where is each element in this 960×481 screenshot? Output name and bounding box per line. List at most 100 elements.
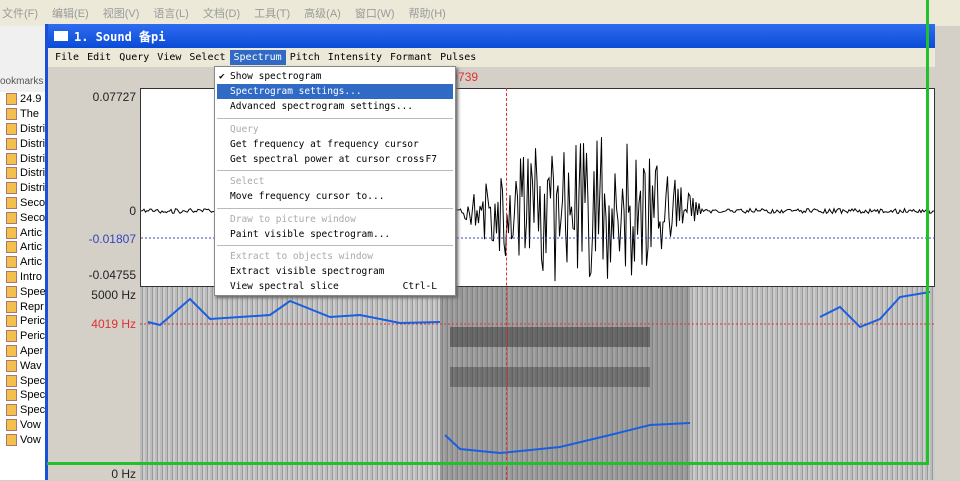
app-menu-item[interactable]: 视图(V)	[102, 8, 140, 20]
bookmark-label: Vow	[20, 433, 41, 446]
bookmark-label: Distri	[20, 137, 46, 150]
bookmark-icon	[6, 196, 17, 209]
menu-section-header: Draw to picture window	[215, 212, 455, 227]
bookmark-icon	[6, 418, 17, 431]
menu-item[interactable]: Get frequency at frequency cursor	[215, 137, 455, 152]
bookmark-item[interactable]: Spec	[0, 388, 46, 403]
menu-item-label: Advanced spectrogram settings...	[230, 101, 414, 113]
bookmark-icon	[6, 152, 17, 165]
wave-cursor-label: -0.01807	[88, 232, 136, 246]
menu-item-label: Get frequency at frequency cursor	[230, 138, 419, 150]
spectrogram-panel[interactable]	[140, 287, 935, 480]
menu-item[interactable]: View spectral slice Ctrl-L	[215, 279, 455, 294]
bookmark-icon	[6, 389, 17, 402]
menu-section-header: Select	[215, 174, 455, 189]
wave-min-label: -0.04755	[88, 268, 136, 282]
bookmark-item[interactable]: Distri	[0, 181, 46, 196]
bookmark-item[interactable]: Seco	[0, 196, 46, 211]
menu-item-label: Move frequency cursor to...	[230, 191, 385, 203]
menu-item[interactable]: Move frequency cursor to...	[215, 189, 455, 204]
menu-file[interactable]: File	[55, 52, 80, 63]
spec-top-label: 5000 Hz	[91, 288, 136, 302]
menu-item[interactable]: Paint visible spectrogram...	[215, 227, 455, 242]
formant-band	[450, 367, 650, 387]
bookmark-label: Artic	[20, 256, 42, 269]
menu-formant[interactable]: Formant	[389, 52, 433, 63]
bookmark-item[interactable]: Vow	[0, 432, 46, 447]
menu-select[interactable]: Select	[189, 52, 226, 63]
app-menu-item[interactable]: 文档(D)	[202, 8, 241, 20]
menu-item[interactable]: Advanced spectrogram settings...	[215, 99, 455, 114]
pitch-track	[147, 297, 441, 327]
menu-spectrum[interactable]: Spectrum	[229, 50, 286, 65]
bookmark-item[interactable]: Spec	[0, 403, 46, 418]
menu-item[interactable]: Get spectral power at cursor cross F7	[215, 152, 455, 167]
bookmarks-header: ookmarks	[0, 26, 46, 92]
app-menu-item[interactable]: 编辑(E)	[52, 8, 89, 20]
menu-item-label: Show spectrogram	[230, 71, 322, 83]
bookmark-label: Aper	[20, 344, 44, 357]
menu-item-label: Select	[230, 176, 265, 188]
bookmark-item[interactable]: Distri	[0, 136, 46, 151]
bookmark-item[interactable]: Aper	[0, 344, 46, 359]
menu-edit[interactable]: Edit	[87, 52, 112, 63]
app-menu-item[interactable]: 工具(T)	[254, 8, 291, 20]
menu-intensity[interactable]: Intensity	[327, 52, 382, 63]
wave-zero-label: 0	[129, 204, 136, 218]
bookmark-label: Spee	[20, 285, 46, 298]
menu-pitch[interactable]: Pitch	[289, 52, 320, 63]
menu-view[interactable]: View	[157, 52, 182, 63]
menu-separator	[217, 207, 453, 209]
bookmark-item[interactable]: Artic	[0, 225, 46, 240]
bookmark-item[interactable]: Distri	[0, 151, 46, 166]
bookmark-label: Distri	[20, 182, 46, 195]
bookmark-label: Spec	[20, 374, 46, 387]
menu-item[interactable]: Spectrogram settings...	[217, 84, 453, 100]
bookmark-item[interactable]: Artic	[0, 240, 46, 255]
bookmark-item[interactable]: Artic	[0, 255, 46, 270]
menu-item-label: Extract to objects window	[230, 250, 373, 262]
menu-pulses[interactable]: Pulses	[440, 52, 477, 63]
app-menu-item[interactable]: 文件(F)	[2, 8, 39, 20]
app-menu-item[interactable]: 帮助(H)	[408, 8, 446, 20]
bookmark-item[interactable]: Peric	[0, 329, 46, 344]
spec-cursor-label: 4019 Hz	[91, 317, 136, 331]
bookmark-item[interactable]: Intro	[0, 270, 46, 285]
app-menu-item[interactable]: 窗口(W)	[354, 8, 395, 20]
menu-section-header: Query	[215, 122, 455, 137]
bookmark-icon	[6, 108, 17, 121]
app-menu-item[interactable]: 语言(L)	[153, 8, 189, 20]
bookmark-item[interactable]: Repr	[0, 299, 46, 314]
bookmark-item[interactable]: Distri	[0, 166, 46, 181]
menu-shortcut: Ctrl-L	[402, 281, 437, 293]
menu-item-label: Draw to picture window	[230, 213, 356, 225]
menu-item[interactable]: ✔ Show spectrogram	[215, 69, 455, 84]
bookmark-label: Distri	[20, 167, 46, 180]
bookmark-item[interactable]: Wav	[0, 358, 46, 373]
menu-item-label: Paint visible spectrogram...	[230, 228, 391, 240]
bookmark-label: 24.9	[20, 93, 42, 106]
bookmark-item[interactable]: Distri	[0, 122, 46, 137]
menu-query[interactable]: Query	[119, 52, 150, 63]
bookmark-item[interactable]: Seco	[0, 210, 46, 225]
window-icon	[54, 31, 68, 41]
app-menubar: 文件(F) 编辑(E) 视图(V) 语言(L) 文档(D) 工具(T) 高级(A) 窗口(W)…	[0, 0, 960, 26]
bookmark-icon	[6, 359, 17, 372]
bookmark-icon	[6, 167, 17, 180]
bookmark-item[interactable]: Peric	[0, 314, 46, 329]
bookmark-label: Spec	[20, 389, 46, 402]
title-bar[interactable]: 1. Sound 备pi	[48, 24, 935, 48]
bookmark-item[interactable]: Spec	[0, 373, 46, 388]
bookmark-icon	[6, 374, 17, 387]
bookmark-label: Intro	[20, 270, 43, 283]
pitch-track	[819, 291, 931, 329]
menu-item[interactable]: Extract visible spectrogram	[215, 264, 455, 279]
app-menu-item[interactable]: 高级(A)	[304, 8, 341, 20]
bookmark-item[interactable]: The	[0, 107, 46, 122]
bookmark-item[interactable]: Spee	[0, 284, 46, 299]
bookmark-item[interactable]: Vow	[0, 418, 46, 433]
bookmark-icon	[6, 433, 17, 446]
bookmark-icon	[6, 344, 17, 357]
bookmark-item[interactable]: 24.9	[0, 92, 46, 107]
menu-item-label: Extract visible spectrogram	[230, 266, 385, 278]
